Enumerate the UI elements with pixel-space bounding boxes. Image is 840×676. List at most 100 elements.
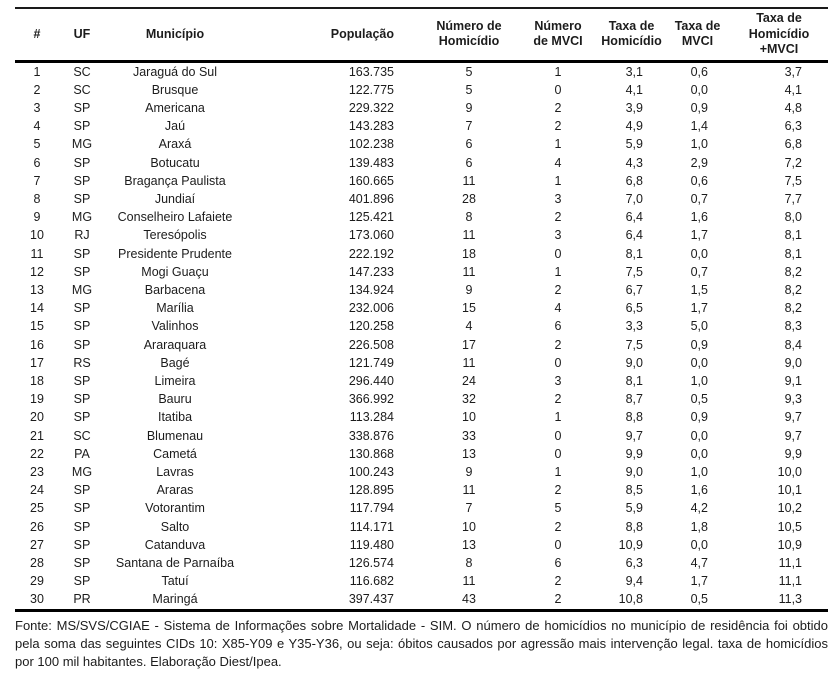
table-cell-taxa_homicidio: 9,0	[625, 355, 643, 370]
table-row: 25 SP Votorantim 117.794 7 5 5,9 4,2 10,2	[15, 499, 828, 517]
table-cell-taxa_mvci: 2,9	[690, 155, 708, 170]
table-row: 11 SP Presidente Prudente 222.192 18 0 8,1 0,0 8…	[15, 245, 828, 263]
table-cell-numero_homicidio: 11	[462, 574, 476, 589]
table-cell-numero_homicidio: 6	[465, 137, 473, 152]
table-cell-municipio: Cametá	[153, 446, 197, 461]
table-row: 12 SP Mogi Guaçu 147.233 11 1 7,5 0,7 8,2	[15, 263, 828, 281]
table-header: # UF Município População Número de Homic…	[15, 8, 828, 63]
col-header-populacao: População	[245, 8, 420, 63]
table-cell-numero_homicidio: 5	[465, 64, 473, 79]
table-cell-taxa_mvci: 0,0	[690, 355, 708, 370]
table-cell-taxa_homicidio: 4,9	[625, 119, 643, 134]
table-cell-taxa_mvci: 0,9	[690, 410, 708, 425]
table-row: 8 SP Jundiaí 401.896 28 3 7,0 0,7 7,7	[15, 190, 828, 208]
table-cell-municipio: Araxá	[158, 137, 192, 152]
table-cell-municipio: Limeira	[154, 373, 196, 388]
col-header-numero-mvci: Número de MVCI	[518, 8, 598, 63]
table-cell-uf: SP	[73, 555, 91, 570]
table-cell-municipio: Botucatu	[150, 155, 200, 170]
table-cell-numero_mvci: 6	[554, 555, 562, 570]
table-cell-numero_mvci: 0	[554, 246, 562, 261]
table-cell-taxa_homicidio_mvci: 10,9	[777, 537, 802, 552]
source-note: Fonte: MS/SVS/CGIAE - Sistema de Informa…	[15, 617, 828, 669]
table-row: 13 MG Barbacena 134.924 9 2 6,7 1,5 8,2	[15, 281, 828, 299]
table-cell-municipio: Americana	[145, 100, 205, 115]
table-cell-numero_homicidio: 10	[462, 410, 476, 425]
table-row: 29 SP Tatuí 116.682 11 2 9,4 1,7 11,1	[15, 572, 828, 590]
table-cell-uf: SC	[73, 82, 91, 97]
table-row: 18 SP Limeira 296.440 24 3 8,1 1,0 9,1	[15, 372, 828, 390]
table-cell-taxa_homicidio_mvci: 11,3	[778, 592, 802, 607]
table-cell-numero_mvci: 1	[554, 410, 562, 425]
table-cell-taxa_mvci: 1,6	[690, 483, 708, 498]
table-cell-populacao: 226.508	[348, 337, 394, 352]
table-cell-populacao: 126.574	[348, 555, 394, 570]
table-row: 2 SC Brusque 122.775 5 0 4,1 0,0 4,1	[15, 81, 828, 99]
table-cell-numero_mvci: 2	[554, 100, 562, 115]
table-cell-taxa_mvci: 1,5	[690, 282, 708, 297]
table-cell-taxa_homicidio: 6,4	[625, 210, 643, 225]
table-cell-numero_homicidio: 6	[465, 155, 473, 170]
table-cell-uf: SC	[73, 64, 91, 79]
table-cell-taxa_homicidio_mvci: 10,2	[777, 501, 802, 516]
table-cell-numero_mvci: 2	[554, 210, 562, 225]
table-cell-municipio: Conselheiro Lafaiete	[117, 210, 233, 225]
table-cell-municipio: Araraquara	[143, 337, 207, 352]
table-cell-uf: SP	[73, 392, 91, 407]
table-row: 28 SP Santana de Parnaíba 126.574 8 6 6,3 4,7 11…	[15, 554, 828, 572]
table-cell-municipio: Brusque	[151, 82, 199, 97]
table-row: 10 RJ Teresópolis 173.060 11 3 6,4 1,7 8,1	[15, 226, 828, 244]
table-cell-taxa_mvci: 1,7	[690, 574, 708, 589]
table-cell-uf: SP	[73, 119, 91, 134]
table-cell-numero_homicidio: 4	[465, 319, 473, 334]
table-cell-numero_homicidio: 13	[462, 537, 476, 552]
col-header-uf: UF	[59, 8, 105, 63]
table-row: 6 SP Botucatu 139.483 6 4 4,3 2,9 7,2	[15, 154, 828, 172]
table-cell-numero_homicidio: 11	[462, 173, 476, 188]
table-cell-rank: 18	[30, 373, 44, 388]
table-cell-taxa_homicidio_mvci: 9,7	[784, 410, 802, 425]
table-cell-populacao: 163.735	[348, 64, 394, 79]
table-cell-rank: 20	[30, 410, 44, 425]
table-cell-numero_mvci: 1	[554, 264, 562, 279]
table-cell-populacao: 222.192	[348, 246, 394, 261]
table-cell-taxa_mvci: 0,9	[690, 100, 708, 115]
table-cell-taxa_homicidio: 9,9	[625, 446, 643, 461]
table-cell-uf: SP	[73, 337, 91, 352]
table-cell-taxa_homicidio_mvci: 7,2	[784, 155, 802, 170]
table-cell-uf: SP	[73, 301, 91, 316]
homicide-rate-table: # UF Município População Número de Homic…	[15, 7, 828, 612]
table-cell-uf: RS	[73, 355, 91, 370]
table-cell-numero_homicidio: 8	[465, 555, 473, 570]
table-cell-numero_homicidio: 11	[462, 355, 476, 370]
table-cell-rank: 26	[30, 519, 44, 534]
table-cell-populacao: 125.421	[348, 210, 394, 225]
table-cell-taxa_homicidio_mvci: 8,2	[784, 282, 802, 297]
table-cell-taxa_mvci: 0,0	[690, 82, 708, 97]
table-cell-taxa_homicidio_mvci: 11,1	[778, 574, 802, 589]
table-cell-rank: 8	[33, 191, 41, 206]
table-cell-municipio: Teresópolis	[143, 228, 207, 243]
table-cell-taxa_homicidio: 10,8	[618, 592, 643, 607]
table-cell-uf: SP	[73, 155, 91, 170]
table-row: 9 MG Conselheiro Lafaiete 125.421 8 2 6,4 1,6 8,…	[15, 208, 828, 226]
table-cell-numero_homicidio: 9	[465, 282, 473, 297]
table-cell-taxa_mvci: 1,0	[690, 137, 708, 152]
table-cell-numero_homicidio: 18	[462, 246, 476, 261]
table-cell-taxa_homicidio: 7,0	[625, 191, 643, 206]
table-cell-uf: SP	[73, 100, 91, 115]
table-cell-municipio: Tatuí	[161, 574, 189, 589]
table-cell-rank: 28	[30, 555, 44, 570]
table-cell-numero_mvci: 3	[554, 228, 562, 243]
table-cell-numero_homicidio: 11	[462, 483, 476, 498]
table-cell-populacao: 120.258	[348, 319, 394, 334]
table-cell-taxa_mvci: 0,5	[690, 592, 708, 607]
table-cell-numero_mvci: 0	[554, 82, 562, 97]
table-cell-rank: 30	[30, 592, 44, 607]
table-cell-uf: SP	[73, 501, 91, 516]
table-cell-numero_homicidio: 43	[462, 592, 476, 607]
table-cell-municipio: Jaraguá do Sul	[132, 64, 218, 79]
table-cell-taxa_homicidio: 6,4	[625, 228, 643, 243]
table-cell-taxa_mvci: 1,4	[690, 119, 708, 134]
table-cell-numero_homicidio: 17	[462, 337, 476, 352]
